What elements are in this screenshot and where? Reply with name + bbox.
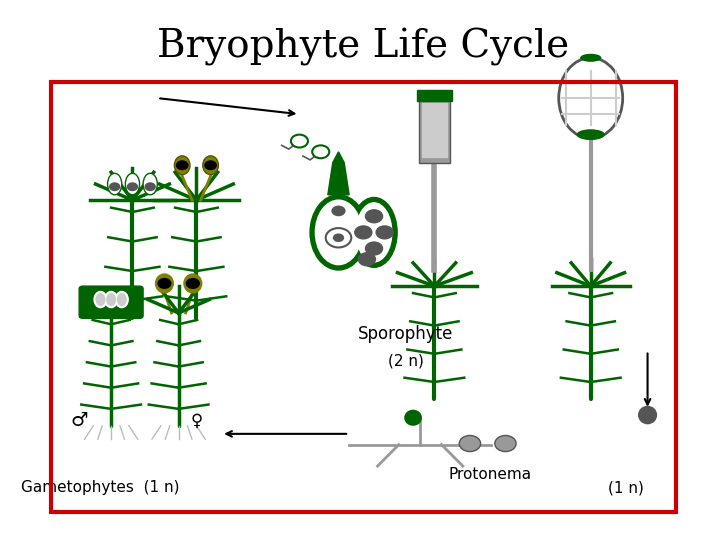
Ellipse shape bbox=[117, 294, 126, 306]
Text: (1 n): (1 n) bbox=[608, 480, 644, 495]
Circle shape bbox=[205, 161, 216, 170]
Ellipse shape bbox=[125, 173, 140, 195]
Ellipse shape bbox=[107, 294, 115, 306]
Text: Sporophyte: Sporophyte bbox=[359, 326, 454, 343]
Circle shape bbox=[176, 161, 188, 170]
Circle shape bbox=[359, 253, 375, 266]
Circle shape bbox=[459, 435, 480, 451]
Bar bbox=[422, 104, 447, 157]
Text: Bryophyte Life Cycle: Bryophyte Life Cycle bbox=[157, 28, 570, 66]
Ellipse shape bbox=[104, 292, 117, 308]
Circle shape bbox=[158, 279, 171, 288]
Ellipse shape bbox=[143, 173, 157, 195]
Ellipse shape bbox=[184, 274, 202, 293]
Circle shape bbox=[331, 206, 346, 217]
Circle shape bbox=[325, 228, 351, 247]
Ellipse shape bbox=[107, 173, 122, 195]
Bar bbox=[417, 90, 452, 101]
Circle shape bbox=[333, 233, 344, 242]
Ellipse shape bbox=[356, 203, 392, 262]
Circle shape bbox=[186, 279, 199, 288]
Circle shape bbox=[376, 226, 393, 239]
Ellipse shape bbox=[115, 292, 128, 308]
Text: (2 n): (2 n) bbox=[388, 354, 424, 369]
Ellipse shape bbox=[156, 274, 174, 293]
Ellipse shape bbox=[577, 129, 605, 140]
Circle shape bbox=[312, 145, 329, 158]
Ellipse shape bbox=[310, 195, 367, 270]
Ellipse shape bbox=[639, 407, 657, 424]
Circle shape bbox=[109, 183, 120, 191]
Ellipse shape bbox=[203, 156, 218, 174]
Circle shape bbox=[127, 183, 138, 191]
Circle shape bbox=[145, 183, 156, 191]
Text: ♂: ♂ bbox=[71, 411, 88, 430]
Ellipse shape bbox=[315, 200, 361, 265]
Ellipse shape bbox=[559, 58, 623, 138]
Ellipse shape bbox=[94, 292, 107, 308]
Ellipse shape bbox=[174, 156, 190, 174]
Text: Gametophytes  (1 n): Gametophytes (1 n) bbox=[21, 480, 180, 495]
Circle shape bbox=[366, 242, 382, 255]
Ellipse shape bbox=[351, 198, 397, 267]
Bar bbox=[419, 98, 450, 163]
Text: ♀: ♀ bbox=[190, 411, 202, 429]
Circle shape bbox=[291, 134, 308, 147]
Polygon shape bbox=[328, 152, 349, 195]
FancyBboxPatch shape bbox=[79, 286, 143, 319]
Circle shape bbox=[495, 435, 516, 451]
Ellipse shape bbox=[96, 294, 104, 306]
Circle shape bbox=[355, 226, 372, 239]
Ellipse shape bbox=[404, 410, 422, 426]
Text: Protonema: Protonema bbox=[449, 467, 532, 482]
Ellipse shape bbox=[580, 54, 601, 62]
Circle shape bbox=[366, 210, 382, 222]
